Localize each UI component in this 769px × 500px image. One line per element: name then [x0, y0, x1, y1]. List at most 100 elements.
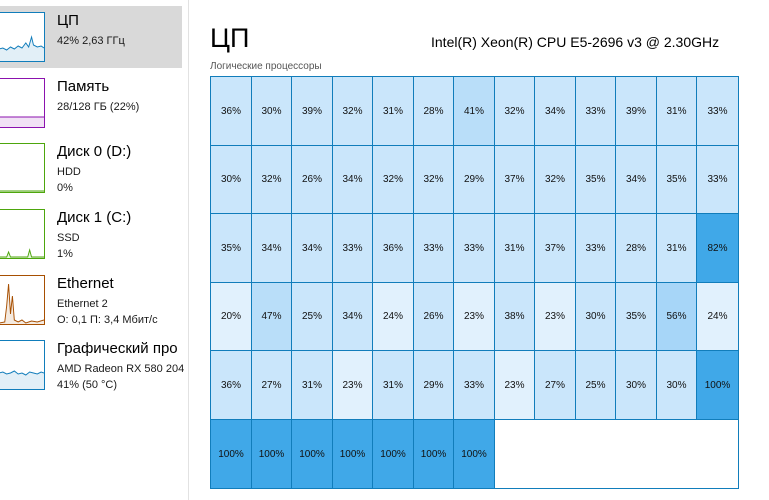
sidebar-item-title: Диск 0 (D:): [57, 143, 132, 160]
sidebar-item-detail: HDD: [57, 166, 81, 178]
logical-processor-cell: 34%: [292, 214, 333, 283]
logical-processor-cell: 30%: [616, 351, 657, 420]
logical-processor-cell: 100%: [454, 420, 495, 488]
sidebar-item-ethernet[interactable]: Ethernet Ethernet 2 О: 0,1 П: 3,4 Мбит/с: [0, 269, 182, 331]
logical-processor-cell: 28%: [616, 214, 657, 283]
logical-processor-cell: 100%: [292, 420, 333, 488]
sidebar-item-cpu[interactable]: ЦП 42% 2,63 ГГц: [0, 6, 182, 68]
logical-processor-cell: 33%: [454, 351, 495, 420]
logical-processor-cell: 27%: [252, 351, 292, 420]
logical-processor-cell: 37%: [535, 214, 576, 283]
logical-processor-cell: 23%: [333, 351, 373, 420]
logical-processor-cell: 29%: [454, 146, 495, 214]
logical-processor-cell: 37%: [495, 146, 535, 214]
usage-graph-thumbnail: [0, 209, 45, 259]
logical-processor-cell: 33%: [414, 214, 454, 283]
logical-processor-cell: 100%: [333, 420, 373, 488]
logical-processor-cell: 35%: [211, 214, 252, 283]
sidebar-item-value: 41% (50 °C): [57, 379, 118, 391]
logical-processor-cell: 39%: [292, 77, 333, 146]
logical-processor-cell: 31%: [495, 214, 535, 283]
logical-processor-cell: 41%: [454, 77, 495, 146]
sidebar-item-title: Диск 1 (C:): [57, 209, 132, 226]
usage-graph-thumbnail: [0, 143, 45, 193]
sidebar-item-detail: SSD: [57, 232, 80, 244]
logical-processor-cell: 47%: [252, 283, 292, 351]
logical-processor-cell: 32%: [333, 77, 373, 146]
resource-sidebar: ЦП 42% 2,63 ГГц Память 28/128 ГБ (22%) Диск …: [0, 0, 185, 500]
logical-processor-cell: 32%: [535, 146, 576, 214]
logical-processor-cell: 23%: [495, 351, 535, 420]
logical-processor-cell: 36%: [373, 214, 414, 283]
logical-processor-cell: 100%: [697, 351, 738, 420]
sidebar-item-detail: Ethernet 2: [57, 298, 108, 310]
logical-processor-cell: 39%: [616, 77, 657, 146]
page-title: ЦП: [210, 23, 250, 53]
logical-processor-cell: 26%: [414, 283, 454, 351]
logical-processor-cell: 33%: [697, 146, 738, 214]
sidebar-item-title: Ethernet: [57, 275, 114, 292]
logical-processor-cell: 30%: [211, 146, 252, 214]
logical-processor-cell: 31%: [373, 77, 414, 146]
sidebar-item-gpu[interactable]: Графический про AMD Radeon RX 580 204 41% …: [0, 334, 185, 396]
logical-processor-cell: 31%: [657, 214, 697, 283]
logical-processor-cell: 28%: [414, 77, 454, 146]
logical-processor-cell: 31%: [292, 351, 333, 420]
logical-processor-cell: 34%: [333, 146, 373, 214]
logical-processor-cell: 33%: [576, 77, 616, 146]
sidebar-item-detail: 28/128 ГБ (22%): [57, 101, 140, 113]
sidebar-item-title: ЦП: [57, 12, 79, 29]
logical-processor-cell: 30%: [657, 351, 697, 420]
logical-processor-cell: 34%: [252, 214, 292, 283]
sidebar-item-title: Память: [57, 78, 110, 95]
logical-processor-cell: 23%: [454, 283, 495, 351]
logical-processor-cell: 24%: [373, 283, 414, 351]
logical-processor-cell: 20%: [211, 283, 252, 351]
logical-processor-cell: 32%: [414, 146, 454, 214]
sidebar-item-value: 0%: [57, 182, 73, 194]
logical-processor-cell: 23%: [535, 283, 576, 351]
logical-processor-cell: 35%: [657, 146, 697, 214]
sidebar-item-detail: 42% 2,63 ГГц: [57, 35, 125, 47]
logical-processor-cell: 25%: [576, 351, 616, 420]
logical-processor-cell: 34%: [616, 146, 657, 214]
panel-divider: [188, 0, 189, 500]
logical-processor-cell: 25%: [292, 283, 333, 351]
logical-processor-cell: 38%: [495, 283, 535, 351]
logical-processor-cell: 32%: [495, 77, 535, 146]
sidebar-item-memory[interactable]: Память 28/128 ГБ (22%): [0, 72, 182, 134]
usage-graph-thumbnail: [0, 78, 45, 128]
logical-processor-cell: 100%: [252, 420, 292, 488]
logical-processor-cell: 100%: [373, 420, 414, 488]
logical-processor-cell: 24%: [697, 283, 738, 351]
sidebar-item-detail: AMD Radeon RX 580 204: [57, 363, 185, 375]
logical-processor-cell: 31%: [657, 77, 697, 146]
logical-processor-cell: 82%: [697, 214, 738, 283]
logical-processor-cell: 32%: [373, 146, 414, 214]
logical-processors-grid: 36% 30% 39% 32% 31% 28% 41% 32% 34% 33% 39% 31% 33% 3…: [210, 76, 739, 489]
logical-processor-cell: 100%: [211, 420, 252, 488]
logical-processor-cell: 33%: [454, 214, 495, 283]
usage-graph-thumbnail: [0, 275, 45, 325]
logical-processor-cell: 32%: [252, 146, 292, 214]
logical-processor-cell: 34%: [333, 283, 373, 351]
logical-processor-cell: 30%: [252, 77, 292, 146]
logical-processor-cell: 100%: [414, 420, 454, 488]
sidebar-item-disk-1[interactable]: Диск 1 (C:) SSD 1%: [0, 203, 182, 265]
logical-processor-cell: 31%: [373, 351, 414, 420]
cpu-model-name: Intel(R) Xeon(R) CPU E5-2696 v3 @ 2.30GH…: [431, 34, 720, 50]
logical-processor-cell: 35%: [576, 146, 616, 214]
logical-processor-cell: 33%: [697, 77, 738, 146]
logical-processor-cell: 36%: [211, 77, 252, 146]
logical-processor-cell: 33%: [576, 214, 616, 283]
sidebar-item-value: 1%: [57, 248, 73, 260]
sidebar-item-title: Графический про: [57, 340, 178, 357]
sidebar-item-disk-0[interactable]: Диск 0 (D:) HDD 0%: [0, 137, 182, 199]
logical-processor-cell: 56%: [657, 283, 697, 351]
usage-graph-thumbnail: [0, 340, 45, 390]
logical-processor-cell: 27%: [535, 351, 576, 420]
logical-processor-cell: 35%: [616, 283, 657, 351]
logical-processors-label: Логические процессоры: [210, 61, 322, 72]
logical-processor-cell: 36%: [211, 351, 252, 420]
logical-processor-cell: 33%: [333, 214, 373, 283]
